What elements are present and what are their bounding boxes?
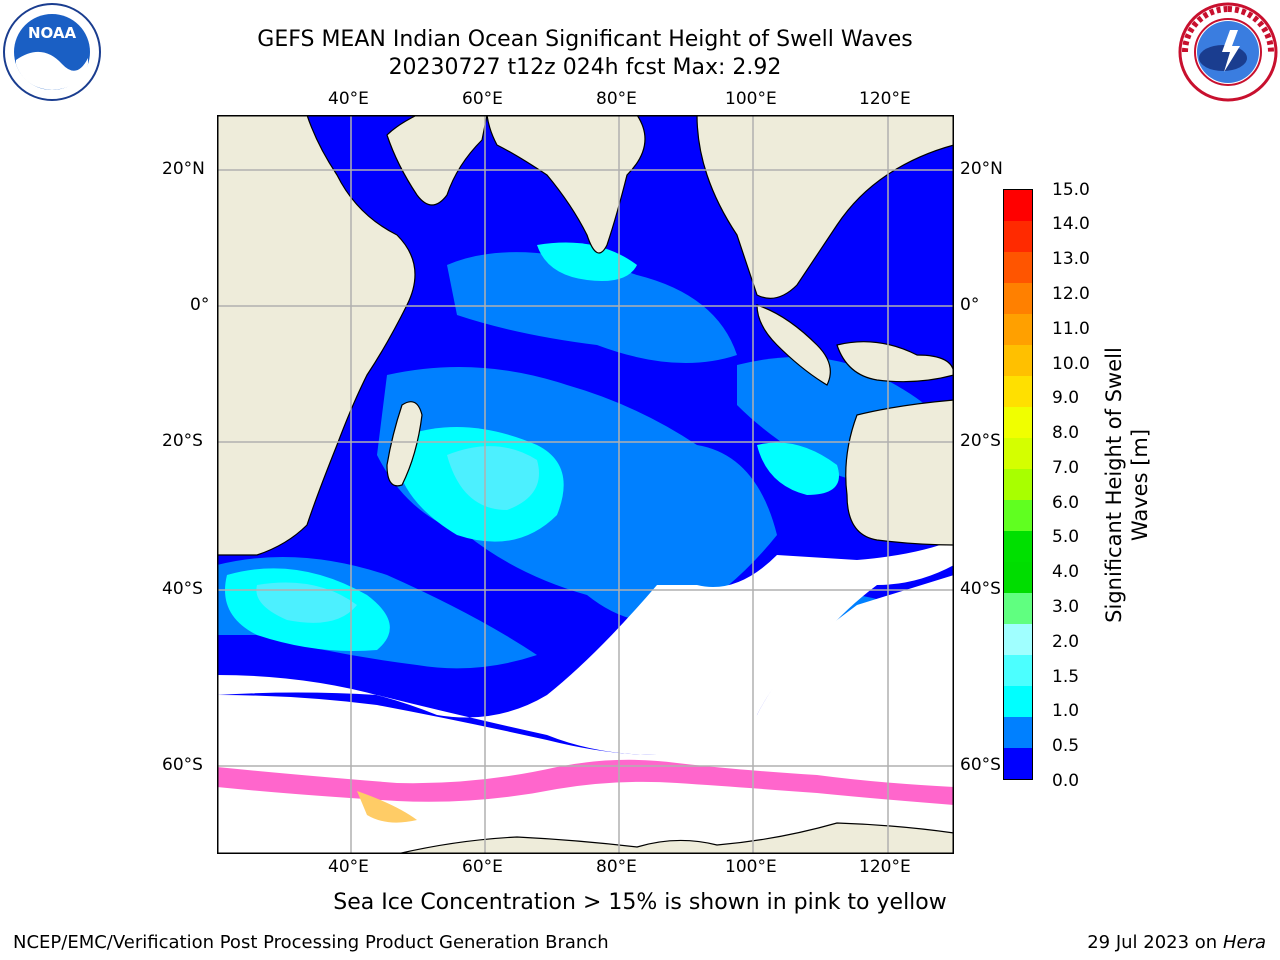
- colorbar-band-12: [1004, 562, 1032, 593]
- sea-ice-high-concentration: [357, 791, 417, 823]
- colorbar-band-18: [1004, 748, 1032, 779]
- colorbar-band-15: [1004, 655, 1032, 686]
- colorbar-tick-7: 7.0: [1052, 458, 1080, 478]
- lat-label-left-60s: 60°S: [162, 755, 203, 775]
- colorbar-tick-11: 11.0: [1052, 319, 1090, 339]
- colorbar-bands: [1004, 190, 1032, 779]
- map-gridlines: [217, 115, 954, 854]
- chart-subtitle: 20230727 t12z 024h fcst Max: 2.92: [388, 55, 782, 80]
- colorbar-tick-3: 3.0: [1052, 597, 1080, 617]
- footer-left-credit: NCEP/EMC/Verification Post Processing Pr…: [13, 932, 609, 953]
- colorbar-tick-1p5: 1.5: [1052, 667, 1080, 687]
- colorbar-band-17: [1004, 717, 1032, 748]
- colorbar-tick-13: 13.0: [1052, 249, 1090, 269]
- lat-label-right-20s: 20°S: [960, 431, 1001, 451]
- colorbar-tick-8: 8.0: [1052, 423, 1080, 443]
- colorbar-tick-0: 0.0: [1052, 771, 1080, 791]
- colorbar-tick-0p5: 0.5: [1052, 736, 1080, 756]
- nws-logo: [1178, 2, 1278, 102]
- colorbar-band-11: [1004, 531, 1032, 562]
- ice-region-upper: [217, 540, 954, 755]
- swell-height-map: [217, 115, 954, 854]
- lat-label-left-0: 0°: [190, 295, 210, 315]
- land-masses: [217, 115, 954, 854]
- colorbar-tick-14: 14.0: [1052, 214, 1090, 234]
- colorbar-tick-9: 9.0: [1052, 388, 1080, 408]
- colorbar-band-0: [1004, 190, 1032, 221]
- antarctica-land: [396, 822, 954, 854]
- colorbar-tick-2: 2.0: [1052, 632, 1080, 652]
- sea-ice-note: Sea Ice Concentration > 15% is shown in …: [333, 890, 947, 915]
- arabia-land: [386, 115, 488, 206]
- noaa-logo-text: NOAA: [28, 24, 77, 42]
- lon-label-bottom-60e: 60°E: [462, 857, 503, 877]
- colorbar-tick-12: 12.0: [1052, 284, 1090, 304]
- colorbar-band-2: [1004, 252, 1032, 283]
- africa-land: [217, 115, 416, 556]
- colorbar-tick-6: 6.0: [1052, 493, 1080, 513]
- colorbar-band-6: [1004, 376, 1032, 407]
- colorbar-label: Significant Height of Swell Waves [m]: [1102, 347, 1152, 623]
- lat-label-left-20n: 20°N: [162, 159, 205, 179]
- colorbar-band-10: [1004, 500, 1032, 531]
- lon-label-bottom-100e: 100°E: [725, 857, 777, 877]
- chart-title: GEFS MEAN Indian Ocean Significant Heigh…: [257, 27, 913, 52]
- lon-label-bottom-120e: 120°E: [859, 857, 911, 877]
- lat-label-left-20s: 20°S: [162, 431, 203, 451]
- lat-label-right-60s: 60°S: [960, 755, 1001, 775]
- colorbar-band-8: [1004, 438, 1032, 469]
- colorbar-tick-4: 4.0: [1052, 562, 1080, 582]
- map-frame: [217, 115, 954, 854]
- colorbar-band-14: [1004, 624, 1032, 655]
- sumatra-land: [756, 304, 831, 386]
- lon-label-top-100e: 100°E: [725, 89, 777, 109]
- colorbar-band-3: [1004, 283, 1032, 314]
- footer-date: 29 Jul 2023 on: [1087, 932, 1223, 953]
- colorbar-band-9: [1004, 469, 1032, 500]
- australia-land: [845, 399, 954, 546]
- lon-label-top-80e: 80°E: [596, 89, 637, 109]
- noaa-logo: NOAA: [2, 2, 102, 102]
- colorbar-band-16: [1004, 686, 1032, 717]
- madagascar-land: [386, 401, 423, 487]
- footer-host: Hera: [1222, 932, 1266, 953]
- colorbar-tick-1: 1.0: [1052, 701, 1080, 721]
- lat-label-right-40s: 40°S: [960, 579, 1001, 599]
- lon-label-top-60e: 60°E: [462, 89, 503, 109]
- colorbar-band-4: [1004, 314, 1032, 345]
- lat-label-right-0: 0°: [960, 295, 980, 315]
- lat-label-right-20n: 20°N: [960, 159, 1003, 179]
- colorbar-tick-15: 15.0: [1052, 180, 1090, 200]
- colorbar-tick-10: 10.0: [1052, 354, 1090, 374]
- lat-label-left-40s: 40°S: [162, 579, 203, 599]
- colorbar-band-7: [1004, 407, 1032, 438]
- footer-right-date: 29 Jul 2023 on Hera: [1087, 932, 1266, 953]
- sea-ice-edge: [217, 759, 954, 805]
- colorbar-band-13: [1004, 593, 1032, 624]
- colorbar: [1003, 189, 1033, 780]
- colorbar-tick-5: 5.0: [1052, 527, 1080, 547]
- colorbar-band-5: [1004, 345, 1032, 376]
- colorbar-band-1: [1004, 221, 1032, 252]
- lon-label-top-120e: 120°E: [859, 89, 911, 109]
- lon-label-top-40e: 40°E: [328, 89, 369, 109]
- lon-label-bottom-40e: 40°E: [328, 857, 369, 877]
- southeast-asia-land: [696, 115, 954, 299]
- lon-label-bottom-80e: 80°E: [596, 857, 637, 877]
- india-land: [486, 115, 646, 254]
